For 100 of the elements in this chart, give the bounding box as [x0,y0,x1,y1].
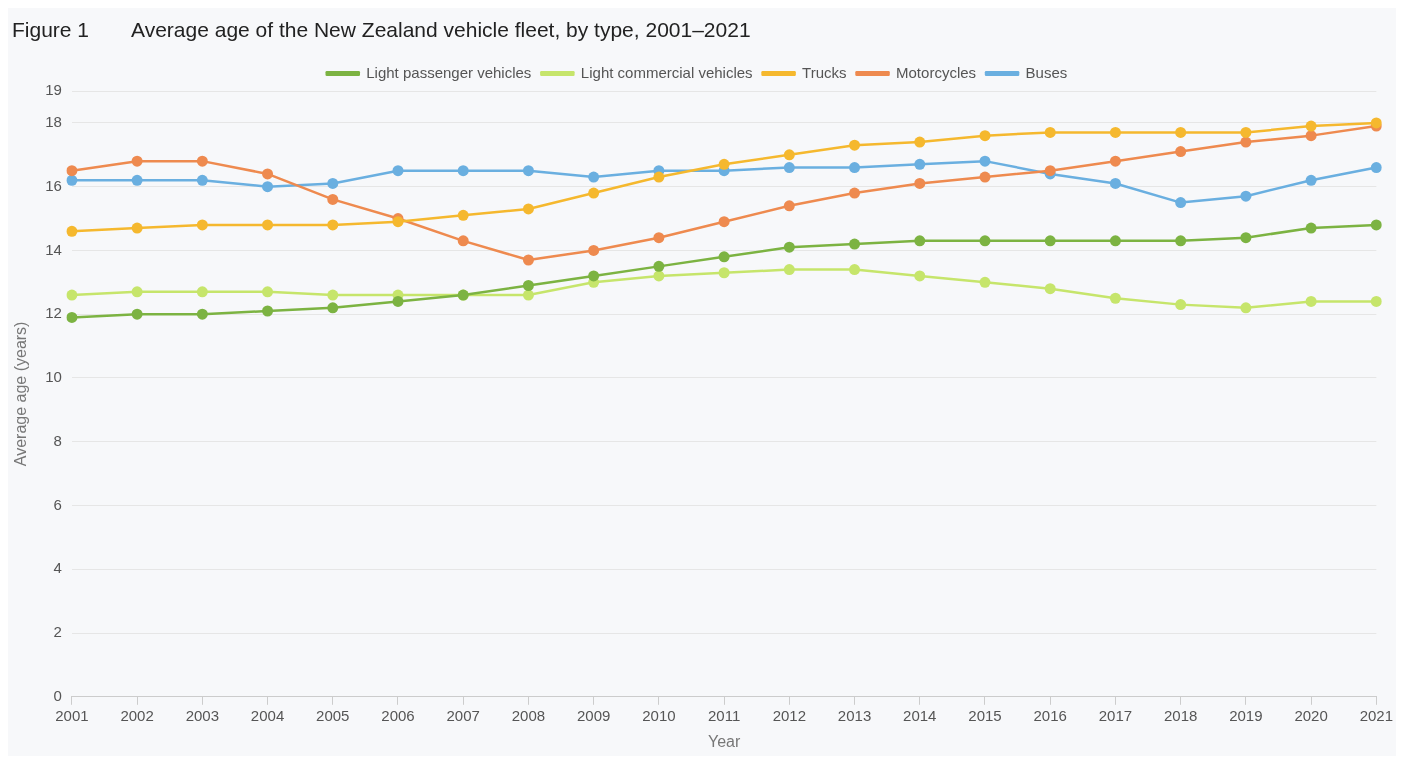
point [327,219,339,231]
point [1370,219,1382,231]
point [1175,299,1187,311]
point [979,130,991,142]
point [131,222,143,234]
point [718,267,730,279]
point [1109,177,1121,189]
point [262,219,274,231]
point [783,264,795,276]
x-tick-label: 2020 [1294,706,1328,724]
x-tick-label: 2004 [250,706,285,724]
point [588,171,600,183]
point [718,216,730,228]
point [783,162,795,174]
point [1370,295,1382,307]
point [66,165,78,177]
x-tick-label: 2010 [642,706,676,724]
point [327,289,339,301]
point [196,286,208,298]
x-tick-label: 2016 [1033,706,1067,724]
point [66,225,78,237]
point [1109,235,1121,247]
point [66,289,78,301]
point [588,270,600,282]
point [327,193,339,205]
point [1240,232,1252,244]
y-tick-label: 8 [53,431,62,449]
y-axis-title: Average age (years) [12,321,30,467]
point [1240,136,1252,148]
x-tick-label: 2006 [381,706,415,724]
point [1240,302,1252,314]
point [1370,162,1382,174]
y-tick-label: 4 [53,559,62,577]
point [262,286,274,298]
point [131,308,143,320]
legend-label: Light commercial vehicles [580,63,753,81]
point [1175,146,1187,158]
point [1175,235,1187,247]
x-tick-label: 2009 [576,706,611,724]
x-axis-title: Year [707,732,741,750]
y-tick-label: 0 [53,686,62,704]
y-tick-label: 2 [53,623,62,641]
point [653,171,665,183]
point [783,241,795,253]
point [914,270,926,282]
point [522,279,534,291]
point [196,155,208,167]
chart-title: Figure 1 Average age of the New Zealand vehicle fleet, by type, 2001–2021 [11,17,752,43]
x-tick-label: 2007 [446,706,480,724]
point [327,177,339,189]
point [457,209,469,221]
x-tick-label: 2001 [55,706,89,724]
legend-label: Light passenger vehicles [366,63,532,81]
point [262,168,274,180]
point [783,200,795,212]
x-tick-label: 2015 [968,706,1002,724]
point [131,155,143,167]
point [522,203,534,215]
x-tick-label: 2008 [511,706,546,724]
point [1240,126,1252,138]
point [718,158,730,170]
x-tick-label: 2003 [185,706,220,724]
point [392,165,404,177]
point [457,235,469,247]
x-tick-label: 2014 [903,706,937,724]
legend-label: Trucks [802,63,847,81]
x-tick-label: 2018 [1163,706,1198,724]
point [196,308,208,320]
y-tick-label: 6 [53,495,62,513]
point [1109,155,1121,167]
point [327,302,339,314]
point [653,270,665,282]
point [1305,174,1317,186]
point [653,232,665,244]
point [849,238,861,250]
x-tick-label: 2002 [120,706,154,724]
point [653,260,665,272]
point [849,187,861,199]
point [914,136,926,148]
point [131,174,143,186]
point [1044,283,1056,295]
point [1044,126,1056,138]
y-tick-label: 16 [45,176,62,194]
point [914,235,926,247]
point [262,181,274,193]
x-tick-label: 2019 [1229,706,1263,724]
x-tick-label: 2012 [772,706,807,724]
point [849,264,861,276]
y-tick-label: 14 [45,240,62,258]
point [1044,235,1056,247]
x-tick-label: 2011 [707,706,741,724]
point [1175,197,1187,209]
point [718,251,730,263]
x-tick-label: 2005 [316,706,350,724]
point [1109,292,1121,304]
point [196,174,208,186]
point [66,174,78,186]
point [196,219,208,231]
point [849,162,861,174]
point [131,286,143,298]
